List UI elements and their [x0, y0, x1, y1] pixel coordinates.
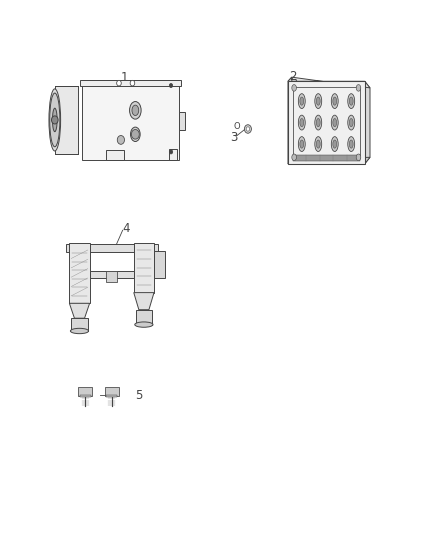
Ellipse shape	[300, 140, 304, 148]
Ellipse shape	[333, 118, 337, 127]
Ellipse shape	[298, 115, 305, 130]
Ellipse shape	[350, 118, 353, 127]
Polygon shape	[288, 157, 370, 164]
Bar	[136, 310, 152, 325]
Ellipse shape	[315, 115, 321, 130]
Circle shape	[244, 125, 251, 133]
Text: 2: 2	[289, 70, 297, 83]
Bar	[66, 244, 158, 252]
Bar	[288, 81, 364, 164]
Ellipse shape	[300, 97, 304, 105]
Polygon shape	[288, 77, 370, 88]
Bar	[293, 87, 360, 158]
Bar	[293, 155, 360, 161]
Polygon shape	[134, 293, 154, 310]
Circle shape	[130, 80, 135, 86]
Ellipse shape	[331, 94, 338, 109]
Circle shape	[170, 150, 173, 154]
Bar	[81, 80, 180, 86]
Ellipse shape	[348, 136, 355, 151]
Bar	[71, 318, 88, 331]
Circle shape	[170, 84, 173, 87]
Ellipse shape	[331, 136, 338, 151]
Ellipse shape	[333, 97, 337, 105]
Text: 5: 5	[136, 389, 143, 402]
Text: O: O	[233, 122, 240, 131]
Bar	[78, 387, 92, 397]
Ellipse shape	[356, 154, 361, 160]
Ellipse shape	[135, 322, 153, 327]
Ellipse shape	[300, 118, 304, 127]
Bar	[69, 243, 90, 303]
Circle shape	[52, 116, 58, 124]
Bar	[55, 86, 78, 154]
Text: 3: 3	[230, 131, 237, 144]
Ellipse shape	[331, 115, 338, 130]
Bar	[80, 395, 91, 398]
Ellipse shape	[316, 140, 320, 148]
Polygon shape	[69, 303, 90, 318]
Ellipse shape	[333, 140, 337, 148]
Ellipse shape	[348, 94, 355, 109]
Bar	[90, 271, 134, 278]
Ellipse shape	[348, 115, 355, 130]
Bar	[105, 387, 119, 397]
Text: 1: 1	[121, 71, 129, 84]
Ellipse shape	[130, 101, 141, 119]
Bar	[106, 150, 124, 160]
Ellipse shape	[53, 108, 57, 132]
Ellipse shape	[356, 85, 361, 91]
Text: 4: 4	[122, 222, 130, 235]
Ellipse shape	[316, 97, 320, 105]
Ellipse shape	[350, 140, 353, 148]
Circle shape	[117, 135, 124, 144]
Ellipse shape	[292, 154, 297, 160]
Bar	[154, 251, 165, 278]
Ellipse shape	[315, 94, 321, 109]
Ellipse shape	[350, 97, 353, 105]
Circle shape	[246, 127, 250, 131]
Polygon shape	[288, 77, 292, 164]
Bar	[82, 80, 179, 160]
Ellipse shape	[292, 85, 297, 91]
Ellipse shape	[49, 89, 60, 151]
Ellipse shape	[298, 136, 305, 151]
Circle shape	[131, 130, 139, 139]
Bar	[106, 271, 117, 282]
Bar	[106, 395, 117, 398]
Bar	[179, 112, 185, 130]
Bar	[134, 243, 154, 293]
Ellipse shape	[315, 136, 321, 151]
Ellipse shape	[316, 118, 320, 127]
Ellipse shape	[71, 328, 88, 334]
Bar	[169, 149, 177, 160]
Ellipse shape	[49, 93, 60, 147]
Ellipse shape	[132, 105, 139, 116]
Ellipse shape	[131, 127, 140, 141]
Polygon shape	[364, 81, 370, 164]
Ellipse shape	[298, 94, 305, 109]
Circle shape	[117, 80, 121, 86]
